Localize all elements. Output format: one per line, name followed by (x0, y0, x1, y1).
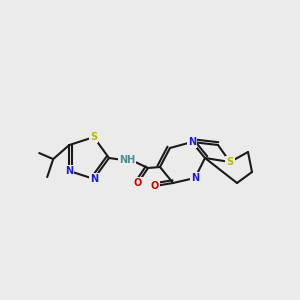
Text: N: N (65, 166, 73, 176)
Text: NH: NH (119, 155, 135, 165)
Text: O: O (134, 178, 142, 188)
Text: O: O (151, 181, 159, 191)
Text: N: N (188, 137, 196, 147)
Text: N: N (191, 173, 199, 183)
Text: S: S (90, 132, 98, 142)
Text: S: S (226, 157, 234, 167)
Text: N: N (90, 174, 98, 184)
